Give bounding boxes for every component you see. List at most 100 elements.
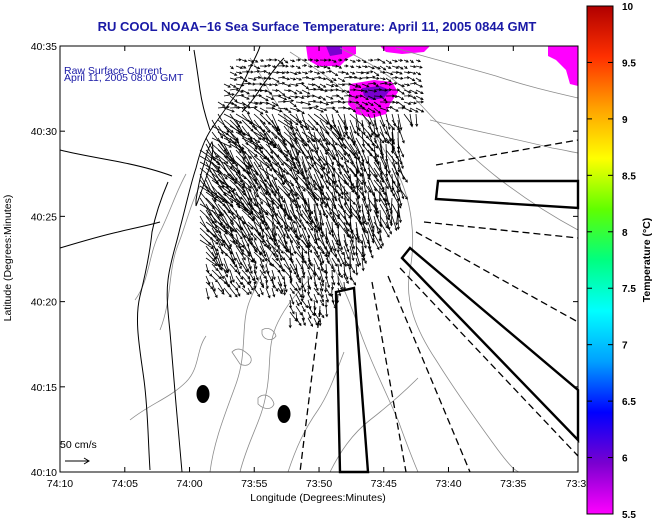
current-vector	[397, 143, 405, 158]
current-vector	[217, 257, 223, 272]
current-vector	[271, 143, 289, 157]
current-vector	[289, 275, 293, 284]
current-vector	[403, 101, 412, 105]
y-axis-label: Latitude (Degrees:Minutes)	[2, 195, 14, 322]
current-vector	[313, 58, 320, 62]
current-vector	[331, 185, 344, 199]
colorbar-tick-label: 7.5	[622, 284, 636, 295]
current-vector	[325, 287, 331, 297]
current-vector	[211, 287, 218, 299]
current-vector	[331, 77, 337, 81]
current-vector	[259, 83, 267, 87]
current-vector	[318, 305, 322, 317]
y-tick-label: 40:20	[31, 297, 57, 309]
lane-dashed-line	[423, 221, 579, 239]
current-vector	[283, 89, 292, 93]
current-vector	[235, 58, 242, 62]
current-vector	[259, 95, 269, 102]
current-vector	[229, 101, 238, 107]
current-vector	[223, 93, 235, 97]
current-vector	[313, 137, 330, 152]
colorbar-fill	[586, 5, 614, 515]
x-tick-label: 73:3	[566, 478, 587, 490]
current-vector	[343, 191, 356, 205]
current-vector	[241, 95, 250, 100]
current-vector	[235, 179, 252, 192]
current-vector	[277, 75, 286, 79]
current-vector	[349, 75, 358, 79]
current-vector	[295, 107, 305, 115]
current-vector	[397, 83, 405, 88]
current-vector	[247, 263, 253, 275]
current-vector	[337, 287, 342, 297]
current-vector	[295, 143, 309, 160]
current-vector	[361, 209, 368, 226]
current-vector	[391, 191, 402, 209]
current-vector	[355, 101, 363, 108]
current-vector	[247, 131, 258, 151]
current-vector	[379, 59, 386, 64]
current-vector	[205, 275, 211, 286]
current-vector	[295, 77, 303, 81]
current-vector	[211, 221, 229, 235]
current-vector	[355, 119, 360, 137]
current-vector	[361, 89, 369, 93]
current-vector	[265, 191, 280, 210]
current-vector	[277, 245, 283, 262]
current-vector	[229, 83, 237, 88]
current-vector	[373, 161, 383, 176]
current-vector	[229, 95, 238, 103]
current-vector	[283, 77, 291, 81]
current-vector	[211, 137, 232, 148]
current-vector	[235, 105, 247, 109]
current-vector	[385, 149, 398, 165]
current-vector	[247, 287, 252, 295]
current-vector	[337, 77, 346, 82]
current-vector	[385, 88, 393, 92]
current-vector	[367, 75, 376, 79]
current-vector	[391, 179, 401, 193]
current-vector	[367, 95, 377, 101]
current-vector	[313, 65, 321, 69]
current-vector	[361, 233, 367, 249]
annotation-line-2: April 11, 2005 08:00 GMT	[64, 72, 184, 84]
current-vector	[289, 83, 299, 87]
current-vector	[301, 83, 310, 90]
current-vector	[313, 245, 320, 259]
current-vector	[241, 221, 253, 241]
current-vector	[379, 107, 390, 112]
current-vector	[217, 269, 224, 280]
current-vector	[403, 76, 411, 80]
current-vector	[247, 281, 254, 291]
current-vector	[379, 81, 388, 85]
current-vector	[313, 95, 322, 100]
current-vector	[265, 95, 275, 100]
current-vector	[403, 65, 408, 69]
current-vector	[385, 105, 394, 109]
current-vector	[337, 179, 349, 195]
current-vector	[325, 113, 333, 131]
current-vector	[373, 65, 381, 70]
current-vector	[307, 257, 313, 267]
current-vector	[343, 239, 350, 253]
current-vector	[349, 245, 355, 262]
current-vector	[241, 203, 255, 221]
current-vector	[409, 113, 414, 128]
current-vector	[229, 245, 237, 262]
current-vector	[253, 101, 263, 105]
current-vector	[325, 245, 330, 258]
current-vector	[337, 233, 344, 251]
annotation-line-1: Raw Surface Current	[64, 65, 162, 77]
current-vector	[241, 281, 246, 289]
current-vector	[223, 161, 238, 181]
current-vector	[361, 251, 367, 265]
current-vector	[409, 101, 417, 105]
current-vector	[265, 227, 274, 242]
current-vector	[367, 65, 375, 70]
current-vector	[318, 317, 322, 327]
current-vector	[301, 239, 313, 253]
current-vector	[337, 245, 344, 256]
current-vector	[325, 275, 331, 289]
current-vector	[313, 281, 319, 292]
current-vector	[277, 95, 288, 101]
